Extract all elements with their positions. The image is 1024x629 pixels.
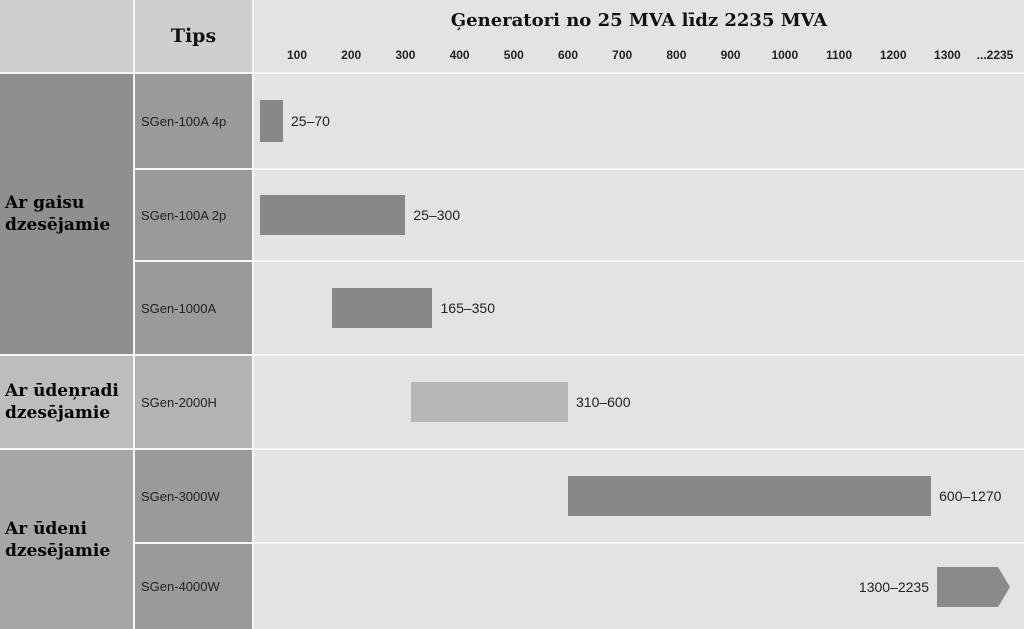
type-label: SGen-2000H [135, 356, 252, 448]
row-separator [133, 168, 1024, 170]
type-label: SGen-100A 4p [135, 74, 252, 168]
x-tick-label: 200 [341, 48, 362, 62]
x-tick-label: 800 [666, 48, 687, 62]
x-tick-label: ...2235 [976, 48, 1014, 62]
header-corner [0, 0, 133, 72]
range-bar [410, 382, 568, 422]
range-label: 25–300 [413, 207, 461, 223]
row-separator [0, 354, 1024, 356]
group-label: Ar ūdeni dzesējamie [0, 450, 133, 629]
range-bar [568, 476, 932, 516]
column-separator [133, 0, 135, 629]
type-label: SGen-4000W [135, 544, 252, 629]
x-tick-label: 600 [557, 48, 579, 62]
row-separator [0, 448, 1024, 450]
range-label: 1300–2235 [858, 578, 929, 595]
row-separator [0, 72, 1024, 74]
group-label: Ar gaisu dzesējamie [0, 74, 133, 354]
chart-title: Ģeneratori no 25 MVA līdz 2235 MVA [450, 10, 828, 31]
x-tick-label: 1300 [934, 48, 961, 62]
x-tick-label: 100 [286, 48, 308, 62]
x-tick-label: 1000 [771, 48, 799, 62]
type-column-header: Tips [135, 0, 252, 72]
range-label: 25–70 [291, 113, 330, 129]
type-label: SGen-1000A [135, 262, 252, 354]
x-tick-label: 400 [449, 48, 470, 62]
range-bar [937, 566, 1010, 607]
group-label: Ar ūdeņradi dzesējamie [0, 356, 133, 448]
range-label: 600–1270 [939, 488, 1002, 504]
column-separator [252, 0, 254, 629]
x-tick-label: 1100 [825, 48, 853, 62]
range-bar [332, 288, 433, 328]
range-bar [260, 195, 406, 235]
range-label: 165–350 [440, 300, 496, 316]
type-label: SGen-100A 2p [135, 170, 252, 260]
x-tick-label: 300 [395, 48, 416, 62]
type-label: SGen-3000W [135, 450, 252, 542]
x-tick-label: 900 [720, 48, 741, 62]
x-tick-label: 500 [503, 48, 524, 62]
plot-header [254, 0, 1024, 72]
row-separator [133, 542, 1024, 544]
range-label: 310–600 [576, 394, 631, 410]
x-tick-label: 700 [612, 48, 633, 62]
range-bar [260, 100, 283, 142]
row-separator [133, 260, 1024, 262]
x-tick-label: 1200 [879, 48, 907, 62]
